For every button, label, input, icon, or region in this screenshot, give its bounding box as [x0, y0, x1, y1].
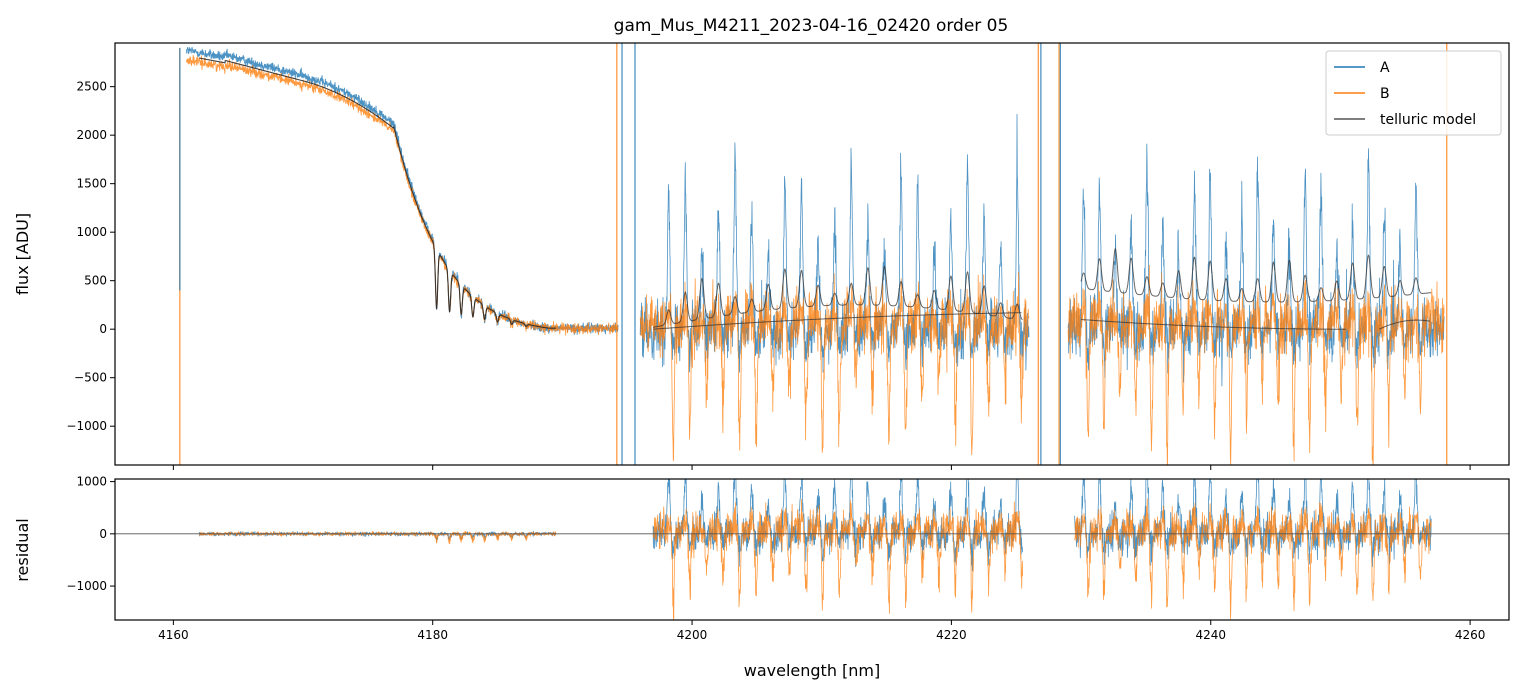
residual-series: [115, 479, 1509, 620]
residual-series-B-seg2: [1074, 498, 1432, 620]
flux-ytick-label: −500: [74, 371, 107, 385]
flux-series-A-continuum: [185, 46, 619, 335]
flux-ytick-label: 1000: [76, 225, 107, 239]
flux-series-A-seg2: [1067, 143, 1445, 387]
residual-xtick-label: 4260: [1455, 628, 1486, 642]
flux-axes: −1000 −500 0 500 1000 1500 2000 2500: [66, 80, 1471, 470]
legend-label: telluric model: [1380, 112, 1476, 128]
residual-panel: −1000 0 1000 4160 4180 4200 4220 4240 4260 resid…: [13, 475, 1510, 680]
flux-panel: −1000 −500 0 500 1000 1500 2000 2500 flux [ADU]: [13, 42, 1510, 470]
flux-series: [179, 43, 1448, 465]
telluric-model-lower-1: [653, 312, 1022, 330]
telluric-model-continuum: [199, 57, 557, 329]
flux-ytick-label: 500: [84, 274, 107, 288]
residual-axes: −1000 0 1000 4160 4180 4200 4220 4240 4260: [66, 475, 1485, 642]
flux-plot-frame: [114, 42, 1510, 466]
residual-series-B-seg1: [652, 498, 1023, 620]
flux-series-B-continuum: [185, 54, 619, 336]
telluric-model-lower-3: [1379, 319, 1430, 330]
telluric-model-lower-2: [1081, 319, 1346, 330]
residual-ytick-label: −1000: [66, 579, 107, 593]
flux-ytick-label: 1500: [76, 177, 107, 191]
flux-ylabel: flux [ADU]: [13, 213, 32, 295]
residual-ytick-label: 1000: [76, 475, 107, 489]
legend-label: B: [1380, 86, 1390, 102]
flux-ytick-label: −1000: [66, 419, 107, 433]
telluric-model-upper-2: [1080, 248, 1432, 303]
residual-ytick-label: 0: [99, 527, 107, 541]
flux-series-B-seg1: [639, 271, 1030, 462]
residual-plot-frame: [114, 478, 1510, 621]
flux-series-B-seg2: [1067, 264, 1445, 465]
residual-xtick-label: 4240: [1195, 628, 1226, 642]
residual-xtick-label: 4200: [677, 628, 708, 642]
legend-label: A: [1380, 60, 1390, 76]
residual-xtick-label: 4220: [936, 628, 967, 642]
chart-title: gam_Mus_M4211_2023-04-16_02420 order 05: [614, 16, 1009, 36]
residual-ylabel: residual: [13, 518, 32, 581]
legend-box: [1325, 50, 1502, 136]
residual-xtick-label: 4180: [417, 628, 448, 642]
residual-series-A-seg2: [1074, 479, 1432, 568]
flux-ytick-label: 0: [99, 322, 107, 336]
telluric-model-upper-1: [653, 265, 1023, 328]
residual-series-B-quiet: [198, 530, 557, 544]
flux-ytick-label: 2500: [76, 80, 107, 94]
residual-xlabel: wavelength [nm]: [744, 661, 881, 680]
flux-ytick-label: 2000: [76, 128, 107, 142]
residual-xtick-label: 4160: [158, 628, 189, 642]
